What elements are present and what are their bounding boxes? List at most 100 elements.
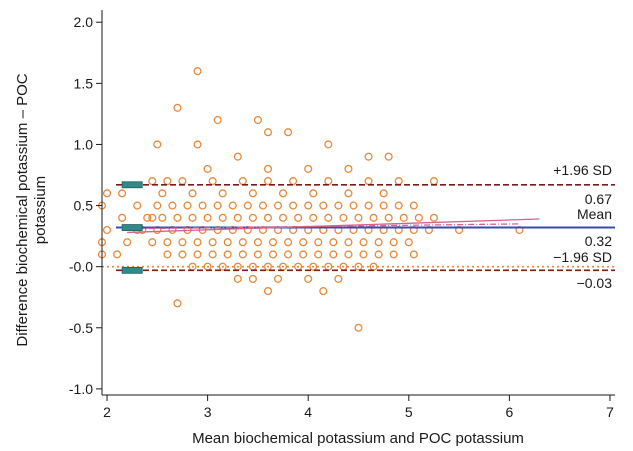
data-point bbox=[284, 238, 293, 247]
data-point bbox=[364, 201, 373, 210]
data-point bbox=[208, 238, 217, 247]
data-point bbox=[429, 213, 438, 222]
data-point bbox=[268, 250, 278, 259]
data-point bbox=[248, 213, 257, 222]
x-tick-label: 5 bbox=[405, 404, 413, 420]
data-point bbox=[102, 189, 112, 198]
data-point bbox=[284, 250, 293, 259]
data-point bbox=[344, 250, 353, 259]
x-axis-label: Mean biochemical potassium and POC potas… bbox=[192, 430, 524, 447]
data-point bbox=[253, 115, 262, 125]
data-point bbox=[158, 189, 167, 198]
data-point bbox=[193, 238, 202, 247]
data-point bbox=[183, 201, 192, 210]
data-point bbox=[188, 189, 197, 198]
data-point bbox=[299, 250, 308, 259]
data-point bbox=[223, 250, 232, 259]
data-point bbox=[374, 238, 383, 247]
data-point bbox=[233, 274, 242, 283]
data-point bbox=[238, 177, 247, 186]
data-point bbox=[304, 274, 313, 283]
data-point bbox=[379, 189, 388, 198]
y-tick-label: -1.0 bbox=[69, 381, 93, 397]
data-point bbox=[319, 287, 328, 296]
data-point bbox=[273, 201, 283, 210]
data-point bbox=[304, 164, 313, 173]
data-point bbox=[309, 189, 318, 198]
upper-loa-value: 0.67 bbox=[585, 191, 612, 207]
data-point bbox=[102, 225, 112, 235]
data-point bbox=[163, 177, 172, 186]
y-axis-label: Difference biochemical potassium – POC p… bbox=[14, 73, 49, 346]
data-point bbox=[364, 177, 373, 186]
data-point bbox=[334, 201, 343, 210]
data-point bbox=[354, 213, 363, 222]
data-point bbox=[284, 128, 293, 137]
data-point bbox=[113, 250, 122, 259]
data-point bbox=[394, 177, 403, 186]
data-point bbox=[148, 177, 157, 186]
data-point bbox=[263, 164, 273, 173]
data-point bbox=[203, 213, 212, 222]
data-point bbox=[258, 201, 267, 210]
data-point bbox=[263, 128, 273, 137]
y-tick-label: -0.0 bbox=[69, 259, 93, 275]
data-point bbox=[193, 250, 202, 259]
data-point bbox=[344, 238, 353, 247]
data-point bbox=[314, 238, 323, 247]
data-point bbox=[389, 250, 398, 259]
data-point bbox=[389, 238, 398, 247]
data-point bbox=[218, 189, 227, 198]
data-point bbox=[203, 164, 212, 173]
data-point bbox=[414, 213, 423, 222]
data-point bbox=[289, 201, 298, 210]
data-point bbox=[163, 238, 172, 247]
mean-title: Mean bbox=[577, 206, 612, 222]
data-point bbox=[279, 189, 288, 198]
data-point bbox=[354, 323, 363, 332]
data-point bbox=[309, 262, 318, 271]
scatter-points bbox=[97, 67, 524, 332]
data-point bbox=[213, 201, 222, 210]
data-point bbox=[148, 213, 157, 222]
data-point bbox=[369, 213, 378, 222]
data-point bbox=[324, 213, 333, 222]
data-point bbox=[213, 115, 222, 125]
x-tick-label: 3 bbox=[204, 404, 212, 420]
x-tick-label: 2 bbox=[103, 404, 111, 420]
data-point bbox=[263, 262, 273, 271]
data-point bbox=[133, 201, 142, 210]
data-point bbox=[173, 103, 182, 112]
data-point bbox=[409, 201, 418, 210]
data-point bbox=[304, 201, 313, 210]
data-point bbox=[344, 164, 353, 173]
data-point bbox=[359, 238, 368, 247]
data-point bbox=[153, 140, 162, 149]
data-point bbox=[163, 250, 172, 259]
y-tick-label: 1.0 bbox=[74, 136, 94, 152]
data-point bbox=[178, 250, 187, 259]
data-point bbox=[409, 250, 418, 259]
data-point bbox=[223, 238, 232, 247]
data-point bbox=[379, 201, 388, 210]
data-point bbox=[153, 201, 162, 210]
data-point bbox=[193, 140, 202, 149]
data-point bbox=[394, 201, 403, 210]
y-tick-label: 0.5 bbox=[74, 198, 94, 214]
data-point bbox=[314, 250, 323, 259]
data-point bbox=[178, 238, 187, 247]
lower-loa-title: −1.96 SD bbox=[553, 249, 612, 265]
data-point bbox=[273, 274, 283, 283]
data-point bbox=[168, 201, 177, 210]
y-axis-label-line-2: potassium bbox=[32, 176, 49, 244]
x-tick-label: 7 bbox=[606, 404, 614, 420]
loa-ci-marker bbox=[121, 181, 143, 189]
data-point bbox=[238, 238, 247, 247]
data-point bbox=[399, 213, 408, 222]
data-point bbox=[319, 201, 328, 210]
data-point bbox=[384, 152, 393, 161]
data-point bbox=[299, 238, 308, 247]
data-point bbox=[143, 213, 152, 222]
data-point bbox=[148, 238, 157, 247]
